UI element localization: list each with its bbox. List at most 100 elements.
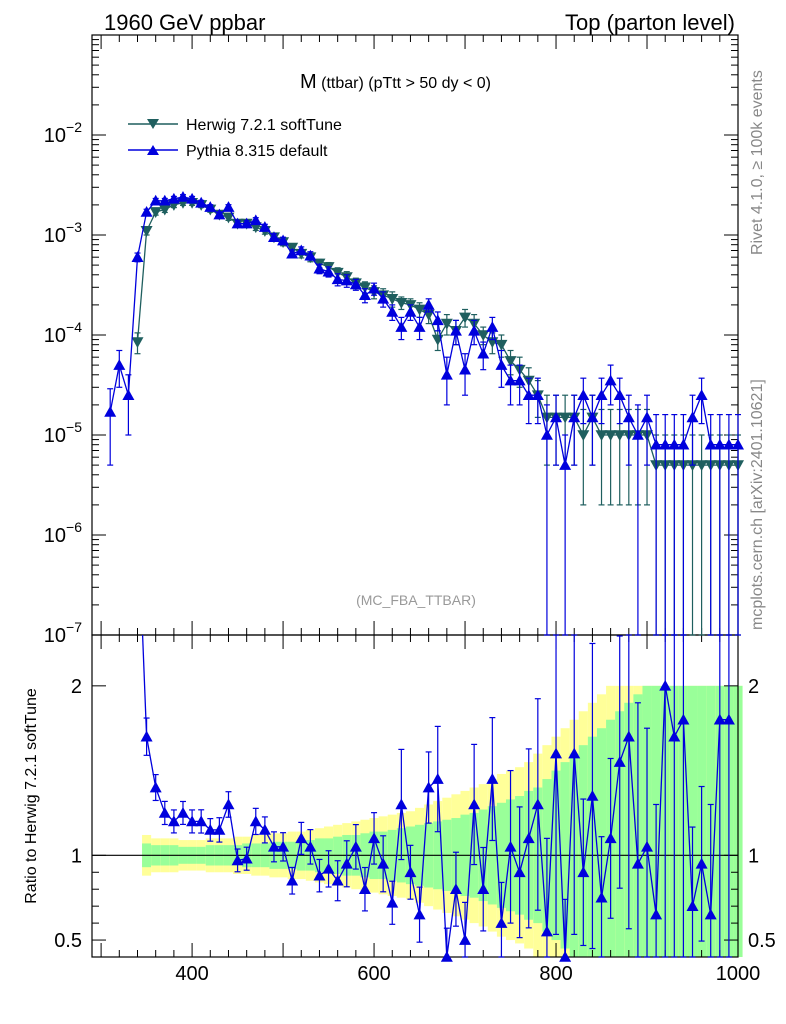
ratio-y-tick-label-right: 0.5: [748, 930, 776, 952]
ratio-point-pythia: [167, 815, 180, 827]
data-point-pythia: [668, 438, 681, 450]
ratio-y-label: Ratio to Herwig 7.2.1 softTune: [23, 688, 40, 904]
data-point-herwig: [613, 430, 626, 441]
data-point-pythia: [522, 389, 535, 401]
ratio-point-pythia: [204, 823, 217, 835]
legend-pythia-label: Pythia 8.315 default: [186, 143, 328, 160]
data-point-herwig: [477, 330, 490, 341]
ratio-point-pythia: [459, 934, 472, 945]
ratio-point-pythia: [677, 713, 690, 725]
data-point-pythia: [513, 374, 526, 386]
data-point-pythia: [167, 192, 180, 204]
ratio-point-pythia: [195, 815, 208, 827]
ratio-point-pythia: [186, 815, 199, 827]
data-point-pythia: [559, 459, 572, 470]
data-point-herwig: [604, 430, 617, 441]
main-y-tick-label: 10−2: [44, 119, 82, 147]
data-point-pythia: [331, 273, 344, 285]
ratio-point-pythia: [695, 857, 708, 869]
main-y-tick-exponent: −6: [66, 519, 82, 535]
ratio-band-green: [687, 685, 698, 957]
main-y-tick-base: 10: [44, 525, 66, 547]
data-point-pythia: [140, 205, 153, 217]
data-point-herwig: [504, 356, 517, 367]
x-tick-label: 1000: [716, 963, 761, 985]
ratio-point-pythia: [604, 832, 617, 844]
ratio-point-pythia: [304, 840, 317, 852]
ratio-point-pythia: [404, 866, 417, 878]
data-point-pythia: [286, 247, 299, 259]
data-point-pythia: [459, 363, 472, 375]
ratio-point-pythia: [377, 857, 390, 869]
x-tick-label: 600: [357, 963, 390, 985]
legend: Herwig 7.2.1 softTune Pythia 8.315 defau…: [128, 117, 342, 160]
ratio-point-pythia: [568, 747, 581, 759]
ratio-line-offscale: [141, 634, 148, 737]
data-point-pythia: [349, 278, 362, 290]
plot-title-main: M: [300, 71, 317, 93]
data-point-pythia: [440, 368, 453, 380]
main-y-tick-exponent: −7: [66, 619, 82, 635]
data-point-pythia: [495, 359, 508, 370]
legend-herwig-marker: [147, 119, 159, 129]
data-point-pythia: [695, 389, 708, 401]
data-point-pythia: [158, 194, 171, 206]
data-point-pythia: [468, 324, 481, 336]
main-y-tick-label: 10−5: [44, 419, 82, 447]
data-point-pythia: [277, 234, 290, 246]
data-point-herwig: [495, 339, 508, 351]
data-point-pythia: [595, 389, 608, 401]
ratio-point-pythia: [340, 857, 353, 869]
data-point-pythia: [176, 190, 189, 202]
mcplots-label: mcplots.cern.ch [arXiv:2401.10621]: [749, 379, 766, 630]
main-y-tick-exponent: −3: [66, 219, 82, 235]
data-point-herwig: [413, 304, 426, 316]
ratio-point-pythia: [368, 832, 381, 844]
ratio-point-pythia: [277, 840, 290, 852]
data-point-pythia: [340, 274, 353, 286]
ratio-point-pythia: [222, 798, 235, 810]
main-y-tick-exponent: −5: [66, 419, 82, 435]
ratio-point-pythia: [431, 773, 444, 784]
main-y-tick-exponent: −2: [66, 119, 82, 135]
data-point-herwig: [577, 430, 590, 441]
ratio-point-pythia: [513, 866, 526, 878]
ratio-y-tick-label-right: 1: [748, 845, 759, 867]
ratio-point-pythia: [249, 815, 262, 827]
data-point-pythia: [395, 321, 408, 332]
data-point-pythia: [704, 438, 717, 450]
ratio-point-pythia: [641, 840, 654, 852]
ratio-point-pythia: [540, 925, 553, 937]
data-point-pythia: [550, 411, 563, 423]
ratio-point-pythia: [650, 908, 663, 920]
ratio-point-pythia: [322, 862, 335, 874]
data-point-herwig: [386, 294, 399, 305]
data-point-pythia: [195, 196, 208, 208]
ratio-point-pythia: [231, 854, 244, 866]
data-point-pythia: [295, 244, 308, 256]
plot-title: M (ttbar) (pTtt > 50 dy < 0): [300, 71, 491, 93]
ratio-point-pythia: [668, 730, 681, 742]
ratio-point-pythia: [550, 747, 563, 759]
data-point-pythia: [540, 429, 553, 440]
main-y-tick-base: 10: [44, 325, 66, 347]
ratio-point-pythia: [595, 891, 608, 903]
data-point-pythia: [249, 214, 262, 226]
data-point-pythia: [267, 231, 280, 243]
main-y-tick-base: 10: [44, 225, 66, 247]
data-point-pythia: [631, 429, 644, 440]
data-point-pythia: [568, 411, 581, 423]
data-point-herwig: [131, 337, 144, 349]
main-y-tick-exponent: −4: [66, 319, 82, 335]
data-point-pythia: [622, 411, 635, 423]
ratio-point-pythia: [395, 798, 408, 810]
ratio-point-pythia: [176, 806, 189, 818]
data-point-pythia: [131, 251, 144, 262]
ratio-point-pythia: [158, 806, 171, 818]
data-point-pythia: [313, 262, 326, 274]
legend-herwig-label: Herwig 7.2.1 softTune: [186, 117, 342, 134]
main-data: [104, 190, 744, 636]
data-point-herwig: [395, 297, 408, 309]
x-axis: 400 600 800 1000: [100, 35, 761, 985]
